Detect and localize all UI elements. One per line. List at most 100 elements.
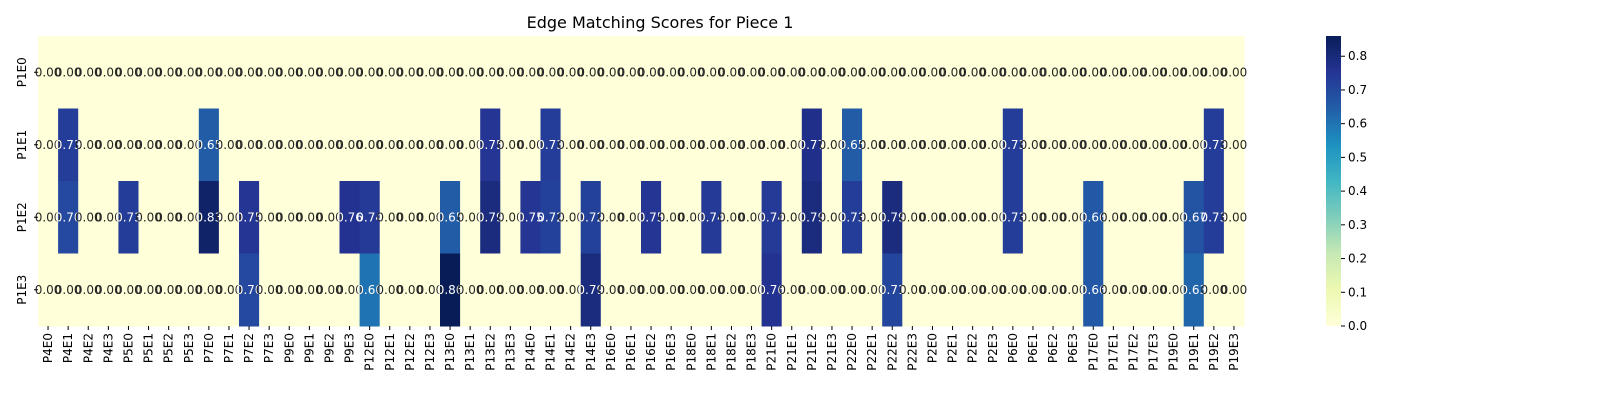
heatmap-cell <box>460 108 481 182</box>
x-tick-label: P7E0 <box>202 333 216 363</box>
cell-value-label: 0.74 <box>758 210 785 224</box>
cell-value-label: 0.00 <box>939 283 966 297</box>
heatmap-cell <box>1223 253 1245 327</box>
heatmap-cell <box>419 108 441 182</box>
colorbar-tick-label: 0.0 <box>1348 319 1367 333</box>
heatmap-cells <box>38 36 1245 327</box>
heatmap-cell <box>158 181 180 254</box>
heatmap-cell <box>701 253 722 327</box>
cell-value-label: 0.00 <box>698 138 725 152</box>
cell-value-label: 0.00 <box>376 65 403 79</box>
heatmap-cell <box>319 253 340 327</box>
cell-value-label: 0.00 <box>718 210 745 224</box>
heatmap-cell <box>1103 108 1124 182</box>
cell-value-label: 0.00 <box>1140 138 1167 152</box>
cell-value-label: 0.00 <box>155 65 182 79</box>
heatmap-cell <box>1022 36 1044 109</box>
cell-value-label: 0.60 <box>356 283 383 297</box>
heatmap-cell <box>681 253 702 327</box>
cell-value-label: 0.00 <box>1160 283 1187 297</box>
heatmap-cell <box>1143 108 1165 182</box>
y-tick-label: P1E2 <box>15 202 29 232</box>
cell-value-label: 0.00 <box>256 210 283 224</box>
cell-value-label: 0.00 <box>417 138 444 152</box>
cell-value-label: 0.73 <box>999 210 1026 224</box>
heatmap-cell <box>721 253 742 327</box>
heatmap-cell <box>319 108 340 182</box>
cell-value-label: 0.00 <box>618 138 645 152</box>
cell-value-label: 0.75 <box>236 210 263 224</box>
cell-value-label: 0.00 <box>798 283 825 297</box>
cell-value-label: 0.00 <box>718 65 745 79</box>
cell-value-label: 0.00 <box>557 210 584 224</box>
heatmap-cell <box>78 181 99 254</box>
heatmap-cell <box>902 108 923 182</box>
heatmap-cell <box>580 181 602 254</box>
cell-value-label: 0.66 <box>1080 210 1107 224</box>
cell-value-label: 0.00 <box>356 65 383 79</box>
cell-value-label: 0.00 <box>517 138 544 152</box>
cell-value-label: 0.00 <box>1180 65 1207 79</box>
colorbar-tick-label: 0.6 <box>1348 117 1367 131</box>
cell-value-label: 0.00 <box>1080 65 1107 79</box>
cell-value-label: 0.00 <box>618 210 645 224</box>
cell-value-label: 0.00 <box>256 138 283 152</box>
heatmap-cell <box>118 108 139 182</box>
heatmap-cell <box>1183 181 1205 254</box>
heatmap-cell <box>520 181 541 254</box>
cell-annotations: 0.000.000.000.000.000.000.000.000.000.00… <box>35 65 1248 297</box>
heatmap-cell <box>118 253 139 327</box>
x-tick-label: P13E0 <box>443 333 457 371</box>
cell-value-label: 0.00 <box>1060 65 1087 79</box>
cell-value-label: 0.00 <box>658 210 685 224</box>
x-tick-label: P9E3 <box>343 333 357 363</box>
cell-value-label: 0.00 <box>497 283 524 297</box>
cell-value-label: 0.00 <box>276 283 303 297</box>
cell-value-label: 0.00 <box>959 283 986 297</box>
cell-value-label: 0.00 <box>839 65 866 79</box>
colorbar: 0.0 0.1 0.2 0.3 0.4 0.5 0.6 0.7 0.8 <box>1326 36 1367 333</box>
heatmap-cell <box>580 36 602 109</box>
heatmap-cell <box>560 108 582 182</box>
heatmap-cell <box>299 181 320 254</box>
cell-value-label: 0.00 <box>477 65 504 79</box>
heatmap-cell <box>1103 253 1124 327</box>
cell-value-label: 0.00 <box>1060 210 1087 224</box>
heatmap-cell <box>641 181 662 254</box>
heatmap-cell <box>922 253 943 327</box>
x-tick-label: P18E1 <box>704 333 718 371</box>
cell-value-label: 0.00 <box>698 283 725 297</box>
cell-value-label: 0.00 <box>1200 283 1227 297</box>
heatmap-cell <box>560 181 582 254</box>
cell-value-label: 0.00 <box>417 283 444 297</box>
x-tick-label: P17E1 <box>1106 333 1120 371</box>
cell-value-label: 0.00 <box>276 210 303 224</box>
cell-value-label: 0.00 <box>939 65 966 79</box>
heatmap-cell <box>500 36 521 109</box>
heatmap-cell <box>419 253 441 327</box>
heatmap-cell <box>761 253 783 327</box>
heatmap-cell <box>781 181 803 254</box>
cell-value-label: 0.73 <box>537 138 564 152</box>
cell-value-label: 0.00 <box>276 138 303 152</box>
cell-value-label: 0.00 <box>256 65 283 79</box>
heatmap-cell <box>440 181 461 254</box>
cell-value-label: 0.00 <box>778 138 805 152</box>
heatmap-cell <box>1043 253 1064 327</box>
cell-value-label: 0.00 <box>1140 65 1167 79</box>
cell-value-label: 0.00 <box>95 65 122 79</box>
cell-value-label: 0.00 <box>1221 65 1248 79</box>
cell-value-label: 0.00 <box>557 65 584 79</box>
cell-value-label: 0.00 <box>1060 138 1087 152</box>
cell-value-label: 0.00 <box>859 283 886 297</box>
heatmap-cell <box>1123 181 1144 254</box>
cell-value-label: 0.00 <box>437 65 464 79</box>
x-tick-label: P19E2 <box>1207 333 1221 371</box>
cell-value-label: 0.79 <box>879 210 906 224</box>
cell-value-label: 0.00 <box>919 283 946 297</box>
heatmap-cell <box>882 181 903 254</box>
heatmap-cell <box>299 108 320 182</box>
heatmap-cell <box>862 253 883 327</box>
cell-value-label: 0.00 <box>195 65 222 79</box>
x-tick-label: P17E2 <box>1126 333 1140 371</box>
